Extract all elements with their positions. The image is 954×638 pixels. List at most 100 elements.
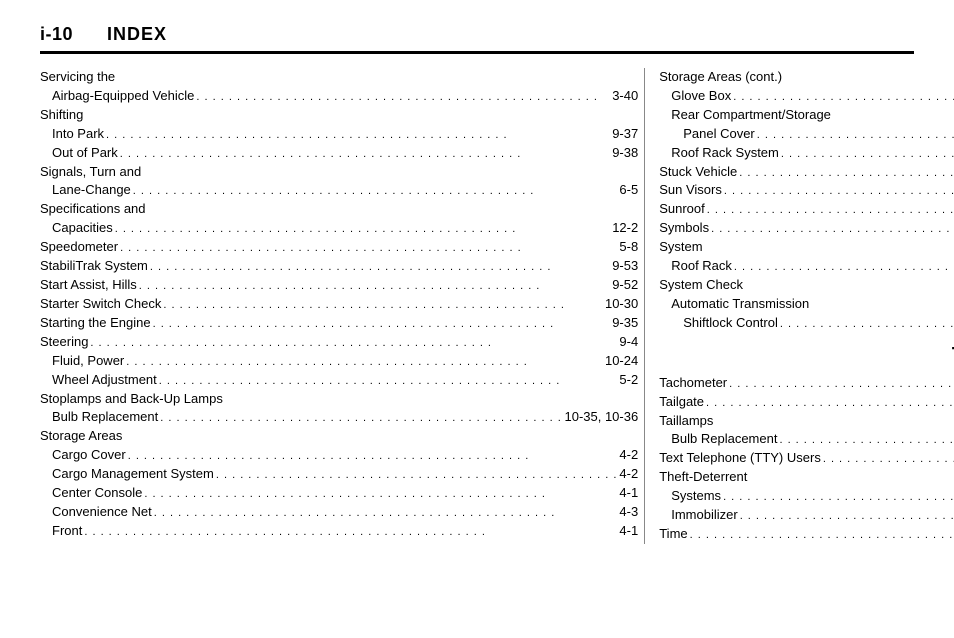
index-entry-label: Fluid, Power <box>52 352 124 371</box>
index-heading: Taillamps <box>659 412 954 431</box>
index-entry-label: Cargo Cover <box>52 446 126 465</box>
index-entry-label: Center Console <box>52 484 142 503</box>
index-entry: Bulb Replacement10-35, 10-36 <box>40 408 638 427</box>
index-entry-label: Cargo Management System <box>52 465 214 484</box>
leader-dots <box>82 525 619 541</box>
index-entry: Symbolsiv <box>659 219 954 238</box>
leader-dots <box>778 317 954 333</box>
index-entry-page: 9-4 <box>619 333 638 352</box>
leader-dots <box>738 509 954 525</box>
leader-dots <box>688 528 954 544</box>
index-heading: System Check <box>659 276 954 295</box>
index-entry-page: 9-53 <box>612 257 638 276</box>
index-entry-page: 4-2 <box>619 465 638 484</box>
index-entry-label: Systems <box>671 487 721 506</box>
index-entry: Bulb Replacement10-35, 10-36 <box>659 430 954 449</box>
index-entry: Sun Visors2-17 <box>659 181 954 200</box>
index-entry-label: Text Telephone (TTY) Users <box>659 449 821 468</box>
index-entry-page: 9-52 <box>612 276 638 295</box>
index-entry-page: 9-35 <box>612 314 638 333</box>
index-entry-page: 5-8 <box>619 238 638 257</box>
index-entry-label: Bulb Replacement <box>671 430 777 449</box>
index-entry-label: Airbag-Equipped Vehicle <box>52 87 194 106</box>
index-entry-label: Front <box>52 522 82 541</box>
index-entry-label: Lane-Change <box>52 181 131 200</box>
index-entry-label: Bulb Replacement <box>52 408 158 427</box>
index-entry-page: 4-3 <box>619 503 638 522</box>
index-entry-label: Starter Switch Check <box>40 295 161 314</box>
index-entry-label: Panel Cover <box>683 125 755 144</box>
leader-dots <box>137 279 612 295</box>
index-entry-page: 6-5 <box>619 181 638 200</box>
leader-dots <box>118 147 612 163</box>
index-entry: Text Telephone (TTY) Users13-4 <box>659 449 954 468</box>
index-entry-label: Out of Park <box>52 144 118 163</box>
leader-dots <box>158 411 564 427</box>
index-heading: Stoplamps and Back-Up Lamps <box>40 390 638 409</box>
leader-dots <box>737 166 954 182</box>
index-entry: Cargo Cover 4-2 <box>40 446 638 465</box>
index-entry: Start Assist, Hills9-52 <box>40 276 638 295</box>
index-entry-label: Starting the Engine <box>40 314 151 333</box>
index-entry-label: Capacities <box>52 219 113 238</box>
index-page: i-10 INDEX Servicing theAirbag-Equipped … <box>0 0 954 544</box>
index-heading: Theft-Deterrent <box>659 468 954 487</box>
index-columns: Servicing theAirbag-Equipped Vehicle3-40… <box>40 68 914 544</box>
index-entry: Wheel Adjustment5-2 <box>40 371 638 390</box>
index-entry: Capacities12-2 <box>40 219 638 238</box>
index-heading: Signals, Turn and <box>40 163 638 182</box>
index-entry-label: Roof Rack System <box>671 144 779 163</box>
index-entry: Into Park9-37 <box>40 125 638 144</box>
index-entry-label: Tailgate <box>659 393 704 412</box>
index-entry-label: Sunroof <box>659 200 705 219</box>
index-entry-page: 4-2 <box>619 446 638 465</box>
index-heading: Storage Areas (cont.) <box>659 68 954 87</box>
index-entry-label: Time <box>659 525 687 544</box>
index-entry-label: Wheel Adjustment <box>52 371 157 390</box>
index-entry-page: 4-1 <box>619 484 638 503</box>
index-entry: Steering9-4 <box>40 333 638 352</box>
leader-dots <box>727 377 954 393</box>
section-letter: T <box>659 341 954 370</box>
index-entry-label: Tachometer <box>659 374 727 393</box>
leader-dots <box>704 396 954 412</box>
index-column-1: Servicing theAirbag-Equipped Vehicle3-40… <box>40 68 644 544</box>
leader-dots <box>777 433 954 449</box>
leader-dots <box>779 147 954 163</box>
index-entry-page: 10-30 <box>605 295 638 314</box>
index-heading: System <box>659 238 954 257</box>
leader-dots <box>157 374 620 390</box>
leader-dots <box>142 487 619 503</box>
index-entry: Immobilizer2-10 <box>659 506 954 525</box>
leader-dots <box>113 222 612 238</box>
leader-dots <box>755 128 954 144</box>
index-column-2: Storage Areas (cont.)Glove Box4-1Rear Co… <box>644 68 954 544</box>
index-entry-label: Glove Box <box>671 87 731 106</box>
index-entry: Cargo Management System 4-2 <box>40 465 638 484</box>
leader-dots <box>152 506 620 522</box>
index-entry: Tailgate2-7 <box>659 393 954 412</box>
index-heading: Shifting <box>40 106 638 125</box>
index-entry: Sunroof2-17 <box>659 200 954 219</box>
index-entry-label: Immobilizer <box>671 506 737 525</box>
index-entry-label: StabiliTrak System <box>40 257 148 276</box>
index-heading: Automatic Transmission <box>659 295 954 314</box>
index-entry-label: Sun Visors <box>659 181 722 200</box>
index-entry-label: Symbols <box>659 219 709 238</box>
index-entry: Lane-Change 6-5 <box>40 181 638 200</box>
index-entry: Roof Rack4-4 <box>659 257 954 276</box>
index-heading: Storage Areas <box>40 427 638 446</box>
leader-dots <box>732 260 954 276</box>
index-entry: Tachometer5-8 <box>659 374 954 393</box>
index-entry-label: Shiftlock Control <box>683 314 778 333</box>
leader-dots <box>88 336 619 352</box>
leader-dots <box>731 90 954 106</box>
leader-dots <box>124 355 605 371</box>
leader-dots <box>161 298 605 314</box>
index-entry: Stuck Vehicle9-26 <box>659 163 954 182</box>
index-entry-page: 9-38 <box>612 144 638 163</box>
index-entry: Systems2-10, 2-11 <box>659 487 954 506</box>
index-entry-page: 9-37 <box>612 125 638 144</box>
index-entry: StabiliTrak System 9-53 <box>40 257 638 276</box>
index-entry: Starting the Engine 9-35 <box>40 314 638 333</box>
